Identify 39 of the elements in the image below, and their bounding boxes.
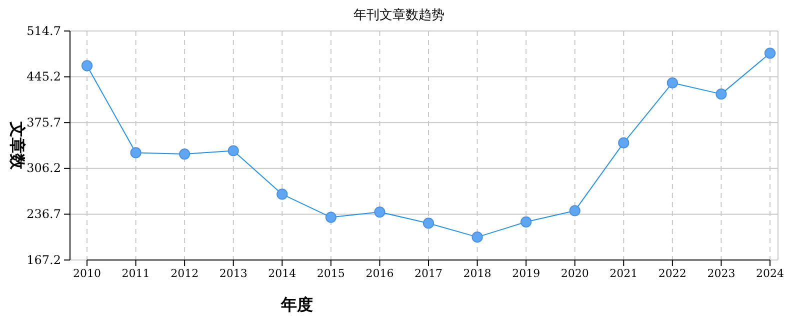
- x-tick-label: 2010: [73, 266, 101, 280]
- x-tick-label: 2023: [707, 266, 736, 280]
- point: [422, 218, 434, 229]
- point: [764, 48, 776, 59]
- y-axis-title: 文章数: [8, 120, 27, 170]
- x-tick-label: 2011: [122, 266, 150, 280]
- y-tick-label: 514.7: [26, 24, 61, 38]
- x-tick-label: 2024: [756, 266, 784, 280]
- x-tick-label: 2018: [463, 266, 492, 280]
- point: [520, 216, 532, 228]
- x-tick-label: 2012: [170, 266, 199, 280]
- point: [618, 137, 630, 148]
- x-tick-label: 2016: [366, 266, 394, 280]
- y-tick-label: 167.2: [26, 252, 61, 267]
- point: [716, 88, 727, 100]
- point: [228, 145, 239, 156]
- x-tick-label: 2013: [219, 266, 248, 280]
- x-tick-label: 2017: [414, 266, 442, 280]
- y-tick-label: 306.2: [26, 161, 61, 176]
- y-tick-label: 375.7: [26, 115, 61, 130]
- x-tick-label: 2020: [560, 266, 589, 280]
- point: [666, 77, 678, 88]
- x-axis-title: 年度: [280, 295, 313, 314]
- point: [130, 147, 142, 158]
- point: [276, 188, 288, 200]
- point: [472, 232, 483, 243]
- x-tick-label: 2019: [512, 266, 540, 280]
- y-tick-label: 236.7: [26, 207, 61, 222]
- x-tick-label: 2015: [316, 266, 345, 280]
- point: [81, 60, 93, 72]
- point: [569, 205, 580, 216]
- x-tick-label: 2022: [658, 266, 686, 280]
- x-tick-label: 2021: [610, 266, 638, 280]
- chart-title: 年刊文章数趋势: [354, 8, 444, 23]
- x-tick-label: 2014: [268, 266, 296, 280]
- point: [374, 206, 386, 218]
- y-tick-label: 445.2: [26, 70, 61, 84]
- point: [325, 212, 336, 223]
- point: [179, 148, 190, 160]
